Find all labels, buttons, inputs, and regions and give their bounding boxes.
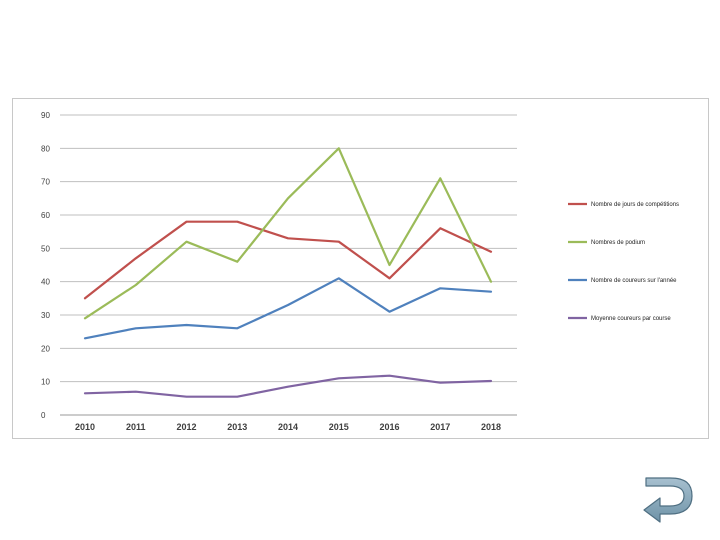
x-tick-label: 2015 (329, 422, 349, 432)
y-tick-label: 40 (41, 278, 50, 287)
x-tick-label: 2012 (176, 422, 196, 432)
x-tick-label: 2017 (430, 422, 450, 432)
y-tick-label: 0 (41, 411, 46, 420)
y-tick-label: 30 (41, 311, 50, 320)
line-chart: 0 10 20 30 40 50 60 70 80 90 2010 2011 2012 2013 2014… (41, 111, 679, 432)
x-axis-ticks: 2010 2011 2012 2013 2014 2015 2016 2017 2018 (75, 422, 501, 432)
y-tick-label: 50 (41, 244, 50, 253)
y-tick-label: 90 (41, 111, 50, 120)
series-line (83, 374, 493, 398)
gridlines (60, 114, 517, 416)
y-tick-label: 10 (41, 378, 50, 387)
legend-label: Nombre de jours de compétitions (591, 202, 679, 208)
y-tick-label: 80 (41, 144, 50, 153)
y-tick-label: 60 (41, 211, 50, 220)
x-tick-label: 2016 (379, 422, 399, 432)
back-button[interactable] (640, 474, 696, 530)
x-tick-label: 2014 (278, 422, 298, 432)
x-tick-label: 2013 (227, 422, 247, 432)
legend: Nombre de jours de compétitions Nombres d… (568, 202, 679, 322)
series-line (83, 147, 493, 320)
legend-label: Nombres de podium (591, 240, 645, 246)
legend-label: Moyenne coureurs par course (591, 316, 671, 322)
y-tick-label: 20 (41, 344, 50, 353)
chart-frame: 0 10 20 30 40 50 60 70 80 90 2010 2011 2012 2013 2014… (12, 98, 709, 439)
y-tick-label: 70 (41, 178, 50, 187)
x-tick-label: 2010 (75, 422, 95, 432)
return-arrow-icon (643, 477, 693, 523)
y-axis-ticks: 0 10 20 30 40 50 60 70 80 90 (41, 111, 50, 420)
x-tick-label: 2011 (126, 422, 146, 432)
series-line (83, 277, 493, 340)
x-tick-label: 2018 (481, 422, 501, 432)
series-line (83, 220, 493, 300)
legend-label: Nombre de coureurs sur l'année (591, 278, 677, 284)
series-lines (83, 147, 493, 398)
